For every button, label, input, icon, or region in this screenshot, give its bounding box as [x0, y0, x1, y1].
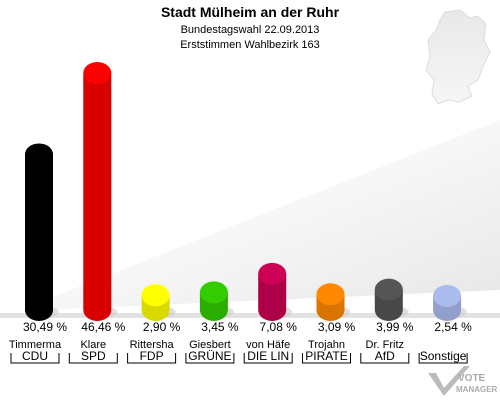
party-underline [418, 353, 468, 364]
bar-fdp [141, 284, 176, 322]
value-label: 2,54 % [434, 320, 472, 334]
chart-subtitle: Bundestagswahl 22.09.2013 [181, 24, 320, 36]
bar-spd [83, 62, 118, 322]
bars-layer [25, 62, 468, 322]
party-underline [127, 353, 177, 364]
value-label: 3,99 % [376, 320, 414, 334]
bar-grüne [199, 281, 234, 322]
value-label: 3,45 % [201, 320, 239, 334]
bar-sonstige [433, 285, 468, 321]
candidate-label: Trojahn [308, 339, 345, 351]
germany-map-icon [425, 9, 491, 105]
party-underline [360, 353, 410, 364]
svg-text:MANAGER: MANAGER [456, 385, 498, 394]
bar-cdu [25, 143, 59, 321]
chart-subtitle-2: Erststimmen Wahlbezirk 163 [180, 39, 320, 51]
party-label: AfD [375, 349, 395, 363]
party-underline [10, 353, 60, 364]
value-label: 7,08 % [260, 320, 298, 334]
candidate-label: Dr. Fritz [366, 339, 405, 351]
party-label: FDP [140, 349, 164, 363]
chart-title: Stadt Mülheim an der Ruhr [161, 4, 340, 20]
candidate-label: Rittersha [130, 339, 175, 351]
party-label: CDU [22, 349, 48, 363]
vote-manager-logo: VOTE MANAGER [428, 366, 498, 396]
svg-text:VOTE: VOTE [458, 373, 486, 384]
bar-pirate [316, 283, 351, 322]
party-label: DIE LIN [247, 349, 289, 363]
chart-background [0, 120, 500, 318]
party-label: Sonstige [420, 349, 467, 363]
party-label: PIRATE [305, 349, 347, 363]
candidate-label: Giesbert [189, 339, 231, 351]
bar-die-lin [258, 262, 293, 322]
bar-afd [374, 278, 409, 322]
value-label: 2,90 % [143, 320, 181, 334]
party-underline [243, 353, 293, 364]
value-label: 30,49 % [23, 320, 67, 334]
party-label: GRÜNE [188, 349, 231, 363]
candidate-label: Timmerma [9, 339, 62, 351]
party-underline [185, 353, 235, 364]
candidate-label: Klare [80, 339, 106, 351]
value-label: 3,09 % [318, 320, 356, 334]
party-underline [302, 353, 351, 364]
value-label: 46,46 % [81, 320, 125, 334]
candidate-label: von Häfe [246, 339, 290, 351]
party-underline [68, 353, 118, 364]
party-label: SPD [81, 349, 106, 363]
